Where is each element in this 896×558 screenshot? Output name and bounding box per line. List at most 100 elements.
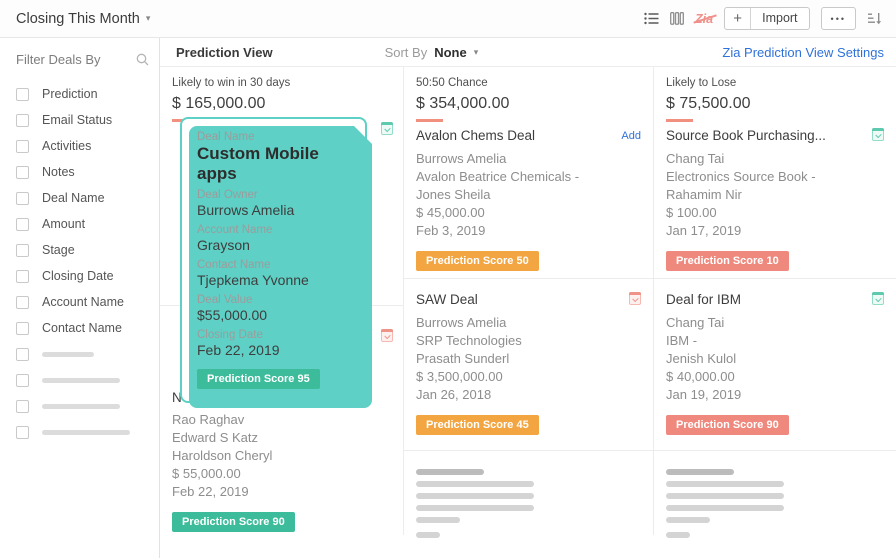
calendar-check-icon[interactable] [872,292,884,305]
list-view-icon[interactable] [644,12,659,25]
deal-amount: $ 100.00 [666,205,717,220]
skeleton-bar [42,403,120,409]
checkbox[interactable] [16,87,29,101]
skeleton-bar [42,377,120,383]
deal-card-saw-deal[interactable]: SAW Deal Burrows Amelia SRP Technologies… [404,278,653,450]
filter-label: Stage [42,243,75,257]
sidebar-item-loading [16,393,149,419]
deal-fields: Rao Raghav Edward S Katz Haroldson Chery… [172,411,391,501]
account-name: Avalon Beatrice Chemicals - [416,169,580,184]
loading-deal-card [404,450,653,538]
contact-name-value: Tjepkema Yvonne [197,272,309,288]
sidebar-item-loading [16,341,149,367]
kanban-view-icon[interactable] [670,12,684,25]
deal-title[interactable]: Deal for IBM [666,292,742,307]
toolbar-actions: Zia + Import ••• [644,7,882,30]
deal-card-custom-mobile-apps[interactable] [160,115,403,305]
filter-label: Account Name [42,295,124,309]
skeleton-bar [42,429,130,435]
deal-amount: $ 40,000.00 [666,369,735,384]
deal-card-deal-for-ibm[interactable]: Deal for IBM Chang Tai IBM - Jenish Kulo… [654,278,896,450]
popup-field: Deal Owner Burrows Amelia [197,188,350,219]
column-label: Likely to Lose [666,77,737,89]
sidebar-item-notes[interactable]: Notes [16,159,149,185]
sidebar-item-amount[interactable]: Amount [16,211,149,237]
column-5050-chance: 50:50 Chance $ 354,000.00 Avalon Chems D… [404,67,654,538]
closing-date: Feb 3, 2019 [416,223,486,238]
contact-name: Rahamim Nir [666,187,742,202]
checkbox[interactable] [16,373,29,387]
field-label: Contact Name [197,259,271,271]
closing-date: Jan 17, 2019 [666,223,742,238]
deal-card-source-book[interactable]: Source Book Purchasing... Chang Tai Elec… [654,115,896,278]
prediction-score-badge: Prediction Score 90 [172,512,295,532]
page-body: Filter Deals By Prediction Email Status … [0,38,896,558]
closing-date: Jan 26, 2018 [416,387,492,402]
calendar-check-icon[interactable] [381,122,393,135]
deal-title[interactable]: SAW Deal [416,292,478,307]
deal-owner-value: Burrows Amelia [197,202,295,218]
column-likely-to-lose: Likely to Lose $ 75,500.00 Source Book P… [654,67,896,538]
closing-date-value: Feb 22, 2019 [197,342,280,358]
add-link[interactable]: Add [621,130,641,142]
zia-icon[interactable]: Zia [695,11,714,26]
checkbox[interactable] [16,425,29,439]
search-icon[interactable] [136,53,149,66]
sidebar-item-closing-date[interactable]: Closing Date [16,263,149,289]
more-options-button[interactable]: ••• [820,7,856,30]
checkbox[interactable] [16,295,29,309]
checkbox[interactable] [16,399,29,413]
deal-amount: $ 3,500,000.00 [416,369,503,384]
skeleton-bar [666,481,784,487]
calendar-check-icon[interactable] [872,128,884,141]
checkbox[interactable] [16,243,29,257]
sidebar-item-account-name[interactable]: Account Name [16,289,149,315]
contact-name: Jenish Kulol [666,351,737,366]
calendar-alert-icon[interactable] [629,292,641,305]
filter-label: Closing Date [42,269,114,283]
deal-fields: Burrows Amelia SRP Technologies Prasath … [416,314,641,404]
calendar-alert-icon[interactable] [381,329,393,342]
skeleton-bar [666,493,784,499]
chevron-down-icon: ▾ [145,13,151,23]
closing-date: Feb 22, 2019 [172,484,249,499]
deal-owner: Burrows Amelia [416,315,507,330]
view-selector-dropdown[interactable]: Closing This Month ▾ [16,11,150,27]
field-label: Deal Name [197,131,255,143]
add-record-button[interactable]: + [725,8,752,29]
sort-by-label: Sort By [384,44,428,60]
import-button[interactable]: Import [762,11,798,25]
filter-label: Amount [42,217,86,231]
deal-title[interactable]: Avalon Chems Deal [416,128,536,143]
skeleton-bar [666,532,690,538]
sidebar-item-prediction[interactable]: Prediction [16,81,149,107]
sidebar-item-loading [16,367,149,393]
filter-label: Deal Name [42,191,105,205]
zia-prediction-settings-link[interactable]: Zia Prediction View Settings [722,44,884,60]
sidebar-item-activities[interactable]: Activities [16,133,149,159]
field-label: Closing Date [197,329,263,341]
popup-field: Deal Value $55,000.00 [197,293,350,324]
sidebar-item-deal-name[interactable]: Deal Name [16,185,149,211]
checkbox[interactable] [16,321,29,335]
checkbox[interactable] [16,113,29,127]
filter-label: Notes [42,165,75,179]
checkbox[interactable] [16,269,29,283]
sidebar-item-email-status[interactable]: Email Status [16,107,149,133]
deal-card-avalon-chems[interactable]: Avalon Chems Deal Add Burrows Amelia Ava… [404,115,653,278]
sort-by-dropdown[interactable]: None [434,44,467,60]
checkbox[interactable] [16,139,29,153]
sidebar-item-stage[interactable]: Stage [16,237,149,263]
checkbox[interactable] [16,191,29,205]
deal-title[interactable]: Source Book Purchasing... [666,128,826,143]
checkbox[interactable] [16,347,29,361]
deal-name-value: Custom Mobile apps [197,144,319,183]
prediction-highlight-card[interactable]: Deal Name Custom Mobile apps Deal Owner … [180,117,367,403]
skeleton-bar [416,517,460,523]
sort-icon[interactable] [867,12,882,25]
sidebar-item-contact-name[interactable]: Contact Name [16,315,149,341]
checkbox[interactable] [16,165,29,179]
skeleton-bar [416,493,534,499]
checkbox[interactable] [16,217,29,231]
